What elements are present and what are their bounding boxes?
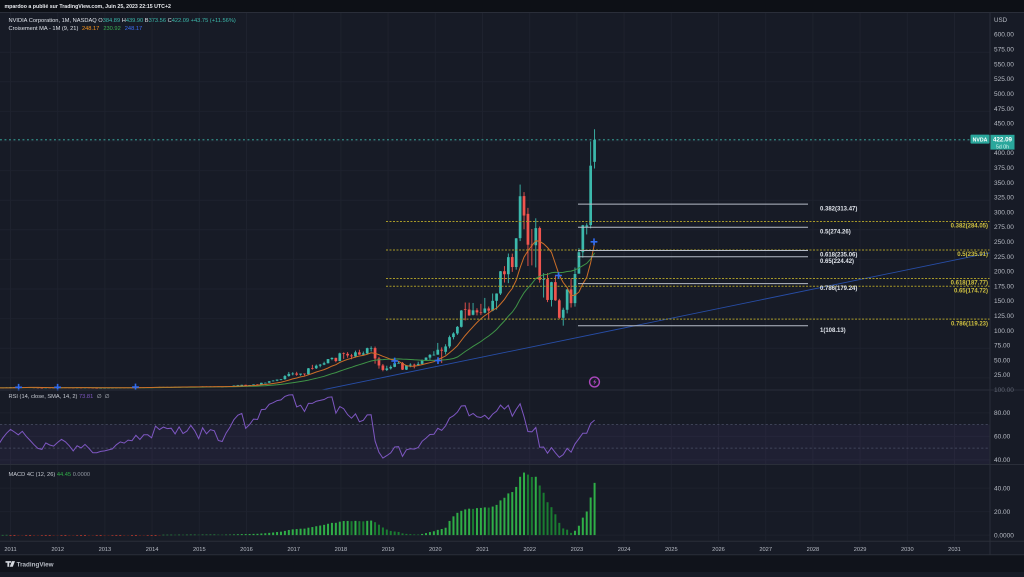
svg-text:2028: 2028	[807, 547, 820, 553]
svg-text:0.0000: 0.0000	[994, 532, 1014, 539]
svg-text:MACD 4C (12, 26) 44.45 0.0000: MACD 4C (12, 26) 44.45 0.0000	[9, 472, 91, 478]
svg-text:USD: USD	[994, 17, 1008, 24]
svg-text:20.00: 20.00	[994, 509, 1011, 516]
svg-text:2020: 2020	[429, 547, 442, 553]
svg-text:NVDA: NVDA	[973, 138, 988, 144]
svg-text:40.00: 40.00	[994, 457, 1011, 464]
svg-text:2015: 2015	[193, 547, 206, 553]
svg-text:2018: 2018	[335, 547, 348, 553]
svg-text:2013: 2013	[99, 547, 112, 553]
svg-text:2030: 2030	[901, 547, 914, 553]
svg-text:0.618(235.06): 0.618(235.06)	[820, 253, 857, 259]
svg-text:2017: 2017	[287, 547, 300, 553]
svg-text:2026: 2026	[712, 547, 725, 553]
svg-text:2011: 2011	[4, 547, 16, 553]
svg-text:mpardoo a publié sur TradingVi: mpardoo a publié sur TradingView.com, Ju…	[5, 4, 172, 10]
svg-text:0.5(274.26): 0.5(274.26)	[820, 230, 851, 236]
svg-text:350.00: 350.00	[994, 180, 1014, 187]
svg-text:275.00: 275.00	[994, 224, 1014, 231]
svg-text:325.00: 325.00	[994, 195, 1014, 202]
svg-text:0.5(235.91): 0.5(235.91)	[957, 252, 988, 258]
svg-text:2016: 2016	[240, 547, 253, 553]
svg-text:25.00: 25.00	[994, 372, 1011, 379]
svg-text:2031: 2031	[948, 547, 961, 553]
svg-text:40.00: 40.00	[994, 485, 1011, 492]
svg-text:450.00: 450.00	[994, 121, 1014, 128]
svg-text:175.00: 175.00	[994, 283, 1014, 290]
svg-text:0.382(313.47): 0.382(313.47)	[820, 206, 857, 212]
svg-text:400.00: 400.00	[994, 150, 1014, 157]
svg-text:75.00: 75.00	[994, 343, 1011, 350]
svg-text:575.00: 575.00	[994, 47, 1014, 54]
svg-text:550.00: 550.00	[994, 61, 1014, 68]
svg-text:422.09: 422.09	[993, 136, 1012, 143]
svg-text:2014: 2014	[146, 547, 159, 553]
svg-text:1(108.13): 1(108.13)	[820, 328, 846, 334]
svg-text:2019: 2019	[382, 547, 395, 553]
svg-text:200.00: 200.00	[994, 269, 1014, 276]
svg-text:100.00: 100.00	[994, 387, 1014, 394]
svg-text:2022: 2022	[523, 547, 536, 553]
svg-text:300.00: 300.00	[994, 209, 1014, 216]
svg-text:80.00: 80.00	[994, 410, 1011, 417]
svg-text:250.00: 250.00	[994, 239, 1014, 246]
svg-text:2023: 2023	[571, 547, 584, 553]
svg-text:5d 0h: 5d 0h	[996, 144, 1009, 150]
svg-text:2012: 2012	[51, 547, 64, 553]
svg-text:0.786(119.23): 0.786(119.23)	[951, 321, 988, 327]
svg-text:0.65(224.42): 0.65(224.42)	[820, 259, 854, 265]
svg-text:NVIDIA Corporation, 1M, NASDAQ: NVIDIA Corporation, 1M, NASDAQ O384.89 H…	[9, 18, 236, 24]
svg-text:50.00: 50.00	[994, 357, 1011, 364]
svg-text:RSI (14, close, SMA, 14, 2) 73: RSI (14, close, SMA, 14, 2) 73.81 ∅∅	[9, 393, 110, 400]
svg-text:225.00: 225.00	[994, 254, 1014, 261]
svg-text:0.65(174.72): 0.65(174.72)	[954, 288, 988, 294]
svg-text:2025: 2025	[665, 547, 678, 553]
svg-text:0.786(179.24): 0.786(179.24)	[820, 286, 857, 292]
svg-text:150.00: 150.00	[994, 298, 1014, 305]
svg-text:2021: 2021	[476, 547, 489, 553]
svg-text:375.00: 375.00	[994, 165, 1014, 172]
svg-text:500.00: 500.00	[994, 91, 1014, 98]
svg-text:0.382(284.05): 0.382(284.05)	[951, 224, 988, 230]
svg-text:475.00: 475.00	[994, 106, 1014, 113]
svg-text:600.00: 600.00	[994, 32, 1014, 39]
svg-text:125.00: 125.00	[994, 313, 1014, 320]
svg-text:TradingView: TradingView	[17, 561, 54, 568]
svg-text:0.618(187.77): 0.618(187.77)	[951, 281, 988, 287]
svg-text:2024: 2024	[618, 547, 631, 553]
svg-text:2027: 2027	[759, 547, 772, 553]
svg-text:525.00: 525.00	[994, 76, 1014, 83]
svg-text:2029: 2029	[854, 547, 867, 553]
svg-text:100.00: 100.00	[994, 328, 1014, 335]
svg-text:60.00: 60.00	[994, 434, 1011, 441]
